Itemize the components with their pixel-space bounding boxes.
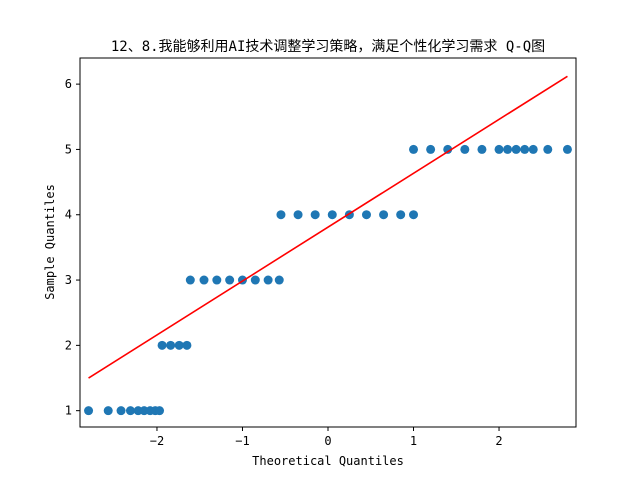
data-point	[396, 210, 406, 220]
x-axis: −2 −1 0 1 2	[150, 427, 503, 448]
x-tick-label: −1	[235, 434, 249, 448]
data-point	[174, 340, 184, 350]
data-point	[250, 275, 260, 285]
data-point	[212, 275, 222, 285]
data-point	[125, 406, 135, 416]
y-tick-label: 2	[65, 338, 72, 352]
data-point	[503, 144, 513, 154]
data-point	[116, 406, 126, 416]
data-point	[157, 340, 167, 350]
y-tick-label: 5	[65, 142, 72, 156]
data-point	[443, 144, 453, 154]
x-tick-label: 2	[495, 434, 502, 448]
data-point	[361, 210, 371, 220]
data-point	[166, 340, 176, 350]
data-point	[225, 275, 235, 285]
x-tick-label: 1	[410, 434, 417, 448]
data-point	[379, 210, 389, 220]
data-point	[460, 144, 470, 154]
x-tick-label: 0	[324, 434, 331, 448]
data-point	[477, 144, 487, 154]
data-point	[409, 210, 419, 220]
y-tick-label: 4	[65, 208, 72, 222]
data-point	[103, 406, 113, 416]
x-axis-label: Theoretical Quantiles	[252, 454, 404, 468]
data-point	[84, 406, 94, 416]
plot-area	[84, 75, 572, 416]
y-axis: 1 2 3 4 5 6	[65, 77, 80, 418]
data-point	[182, 340, 192, 350]
data-point	[520, 144, 530, 154]
data-point	[276, 210, 286, 220]
data-point	[511, 144, 521, 154]
data-point	[562, 144, 572, 154]
data-point	[185, 275, 195, 285]
data-point	[263, 275, 273, 285]
data-point	[528, 144, 538, 154]
data-point	[310, 210, 320, 220]
y-axis-label: Sample Quantiles	[43, 184, 57, 300]
y-tick-label: 6	[65, 77, 72, 91]
data-point	[155, 406, 165, 416]
y-tick-label: 3	[65, 273, 72, 287]
data-point	[494, 144, 504, 154]
data-point	[327, 210, 337, 220]
reference-line	[88, 75, 568, 379]
data-point	[426, 144, 436, 154]
data-point	[293, 210, 303, 220]
y-tick-label: 1	[65, 404, 72, 418]
chart-title: 12、8.我能够利用AI技术调整学习策略，满足个性化学习需求 Q-Q图	[111, 38, 545, 55]
data-point	[409, 144, 419, 154]
x-tick-label: −2	[150, 434, 164, 448]
data-point	[543, 144, 553, 154]
data-point	[199, 275, 209, 285]
data-point	[274, 275, 284, 285]
